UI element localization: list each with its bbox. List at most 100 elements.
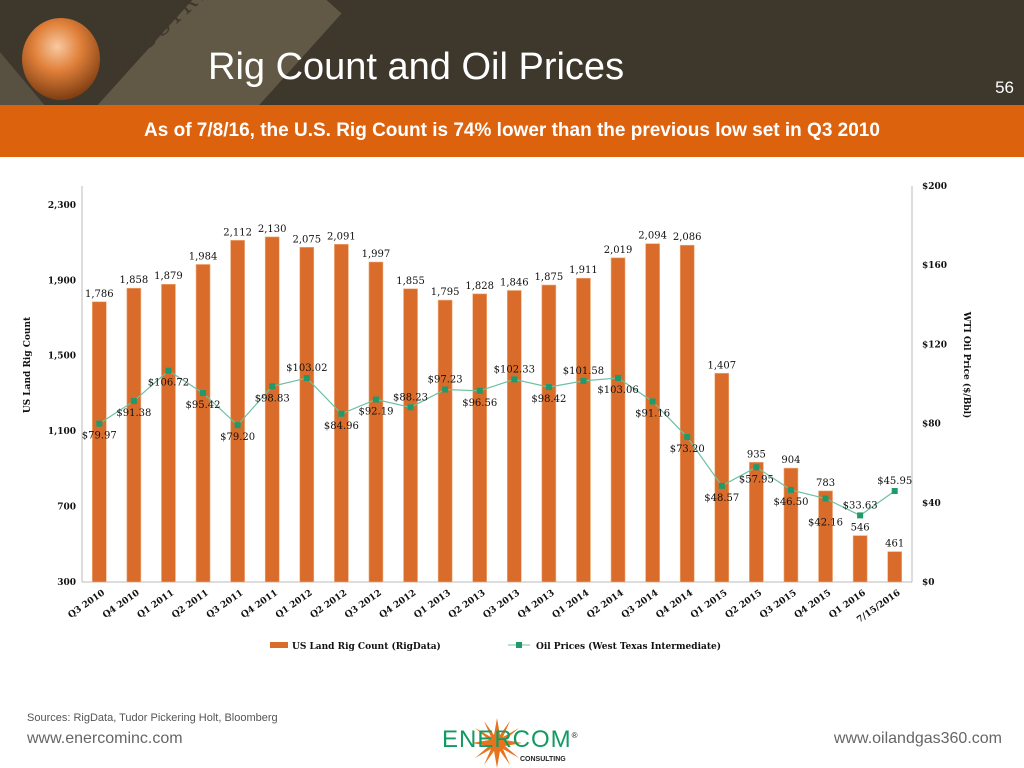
rig-count-label: 1,858 xyxy=(120,275,149,286)
x-tick-label: Q4 2011 xyxy=(240,588,280,620)
rig-count-label: 1,795 xyxy=(431,287,460,298)
oil-price-label: $97.23 xyxy=(428,374,463,385)
oil-price-marker xyxy=(511,376,518,383)
rig-count-oil-chart: 300 700 1,100 1,500 1,900 2,300 $0 $40 $80 $120 $1… xyxy=(23,182,972,652)
rig-count-bar xyxy=(887,551,903,583)
rig-count-label: 1,407 xyxy=(707,360,736,371)
y-tick-label: 300 xyxy=(57,578,76,588)
sunburst-icon xyxy=(472,718,522,768)
rig-count-bar xyxy=(852,535,868,583)
rig-count-bar xyxy=(818,490,833,583)
oil-price-marker xyxy=(545,384,552,391)
rig-count-bar xyxy=(195,264,211,583)
oil-price-label: $73.20 xyxy=(670,444,705,455)
rig-count-label: 935 xyxy=(747,449,766,460)
rig-count-bar xyxy=(91,301,107,583)
oil-price-marker xyxy=(822,495,829,502)
x-tick-label: Q2 2015 xyxy=(724,588,764,620)
slide-title: Rig Count and Oil Prices xyxy=(208,46,625,88)
oil-price-label: $33.63 xyxy=(843,500,878,511)
y2-tick-label: $200 xyxy=(922,182,947,192)
rig-count-bar xyxy=(783,467,799,583)
x-tick-label: Q3 2012 xyxy=(343,588,383,620)
x-tick-label: Q1 2015 xyxy=(689,588,729,620)
rig-count-bar xyxy=(472,293,488,583)
rig-count-label: 1,786 xyxy=(85,289,114,300)
oil-price-marker xyxy=(442,386,449,393)
legend-bar-label: US Land Rig Count (RigData) xyxy=(292,641,441,652)
enercom-link[interactable]: www.enercominc.com xyxy=(27,730,183,747)
oil-price-label: $106.72 xyxy=(148,378,189,389)
y2-tick-label: $0 xyxy=(922,578,935,588)
oil-price-marker xyxy=(234,422,241,429)
brand-name: ENERCOM® xyxy=(442,726,579,753)
rig-count-bar xyxy=(299,246,315,583)
x-tick-label: Q4 2012 xyxy=(378,588,418,620)
y-tick-label: 700 xyxy=(57,503,76,513)
legend-bar-swatch xyxy=(270,642,288,648)
rig-count-label: 1,846 xyxy=(500,277,529,288)
x-tick-label: Q2 2012 xyxy=(309,588,349,620)
subtitle-bar: As of 7/8/16, the U.S. Rig Count is 74% … xyxy=(0,105,1024,157)
oil-price-label: $88.23 xyxy=(393,392,428,403)
oil-price-label: $98.42 xyxy=(531,394,566,405)
oil-price-marker xyxy=(200,390,207,397)
oilandgas360-link[interactable]: www.oilandgas360.com xyxy=(833,730,1002,747)
rig-count-bar xyxy=(541,284,557,583)
rig-count-bar xyxy=(264,236,280,583)
rig-count-label: 2,130 xyxy=(258,224,287,235)
oil-price-marker xyxy=(891,488,898,495)
x-tick-label: Q4 2015 xyxy=(793,588,833,620)
rig-count-bar xyxy=(403,288,418,583)
rig-count-bar xyxy=(506,290,522,583)
y2-axis-title: WTI Oil Price ($/Bbl) xyxy=(961,311,972,419)
x-tick-label: Q3 2010 xyxy=(67,588,107,620)
oil-price-label: $91.38 xyxy=(116,408,151,419)
oil-price-marker xyxy=(96,420,103,427)
oil-price-marker xyxy=(718,482,725,489)
oil-price-marker xyxy=(787,486,794,493)
x-tick-label: Q3 2013 xyxy=(482,588,522,620)
oil-price-label: $45.95 xyxy=(877,476,912,487)
sources-note: Sources: RigData, Tudor Pickering Holt, … xyxy=(27,712,278,724)
x-tick-label: Q4 2013 xyxy=(516,588,556,620)
enercom-logo: ENERCOM® CONSULTING xyxy=(442,718,592,768)
rig-count-label: 546 xyxy=(851,523,870,534)
oil-price-marker xyxy=(615,374,622,381)
y2-tick-label: $40 xyxy=(922,499,941,509)
oil-price-marker xyxy=(753,464,760,471)
rig-count-label: 1,997 xyxy=(362,249,391,260)
y-tick-label: 1,900 xyxy=(48,276,76,286)
rig-count-bar xyxy=(749,461,764,583)
oil-price-marker xyxy=(130,398,137,405)
oil-price-marker xyxy=(165,367,172,374)
rig-count-label: 2,019 xyxy=(604,245,633,256)
rig-count-label: 2,086 xyxy=(673,232,702,243)
oil-price-marker xyxy=(580,377,587,384)
rig-count-bar xyxy=(368,261,384,583)
x-tick-label: Q2 2014 xyxy=(585,588,625,620)
oil-price-label: $79.97 xyxy=(82,431,117,442)
oil-price-marker xyxy=(857,512,864,519)
rig-count-bar xyxy=(126,287,142,583)
oil-price-label: $101.58 xyxy=(563,366,604,377)
x-tick-label: Q1 2011 xyxy=(136,588,176,620)
rig-count-label: 1,828 xyxy=(465,281,494,292)
y2-tick-label: $80 xyxy=(922,420,941,430)
oil-price-marker xyxy=(476,387,483,394)
rig-count-bar xyxy=(679,244,695,583)
x-tick-label: Q1 2012 xyxy=(274,588,314,620)
rig-count-label: 2,075 xyxy=(292,234,321,245)
oil-price-marker xyxy=(338,410,345,417)
rig-count-label: 1,879 xyxy=(154,271,183,282)
rig-count-label: 2,091 xyxy=(327,231,356,242)
oil-price-label: $92.19 xyxy=(358,406,393,417)
y2-tick-label: $160 xyxy=(922,261,947,271)
oil-price-label: $95.42 xyxy=(186,400,221,411)
oil-price-marker xyxy=(303,375,310,382)
oil-price-marker xyxy=(684,434,691,441)
oil-price-label: $103.06 xyxy=(597,385,638,396)
rig-count-label: 1,875 xyxy=(535,272,564,283)
legend-line-label: Oil Prices (West Texas Intermediate) xyxy=(536,641,721,652)
oil-price-label: $98.83 xyxy=(255,393,290,404)
